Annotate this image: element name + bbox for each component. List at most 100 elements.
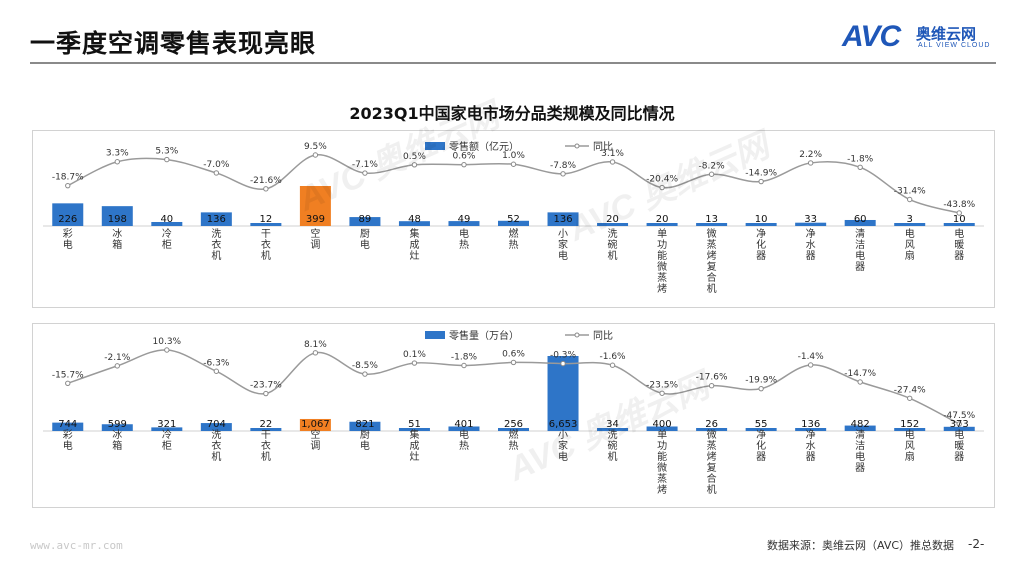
avc-logo: AVC 奥维云网 ALL VIEW CLOUD [842,22,1002,54]
yoy-label: -17.6% [696,373,728,383]
legend-label-line: 同比 [593,330,613,342]
logo-cn-text: 奥维云网 [916,25,977,43]
yoy-point [510,161,517,167]
bar-value-label: 89 [359,214,372,225]
yoy-label: 3.3% [106,149,129,159]
yoy-label: -7.8% [550,161,577,171]
bar [498,220,529,226]
yoy-label: 0.6% [502,349,525,359]
yoy-label: -7.0% [203,160,230,170]
bar [101,206,133,226]
yoy-label: -21.6% [250,176,282,186]
bar [745,428,777,431]
yoy-point [411,162,418,168]
yoy-label: -0.3% [550,351,577,361]
footer-url: www.avc-mr.com [30,539,123,552]
bar-value-label: 599 [108,419,127,430]
bar [349,421,381,431]
bar [498,428,529,431]
yoy-point [65,182,71,189]
legend: 零售额（亿元） 同比 [425,140,613,153]
category-label: 干衣机 [261,229,271,262]
yoy-label: -19.9% [745,376,777,386]
yoy-label: -2.1% [104,353,131,363]
bar [151,221,183,226]
chart-panel-retail-volume: 零售量（万台） 同比 -15.7% -2.1% 10.3% -6.3% -23.7% 8.1%… [32,323,995,508]
bar-value-label: 33 [804,214,817,225]
yoy-point [609,362,616,368]
bar [200,423,232,431]
yoy-point [857,164,863,170]
yoy-point [907,196,913,203]
page-title: 一季度空调零售表现亮眼 [30,29,317,58]
yoy-label: 10.3% [153,337,182,347]
category-label: 清洁电器 [855,227,865,273]
category-label: 洗碗机 [608,429,618,463]
yoy-label: 0.5% [403,152,426,162]
category-label: 空调 [310,227,320,251]
yoy-point [114,363,120,369]
bar-value-label: 6,653 [549,419,578,430]
bar [398,221,430,226]
yoy-point [312,152,319,158]
bar-value-label: 51 [408,419,421,430]
category-label: 电暖器 [954,227,964,262]
yoy-label: -23.7% [250,381,282,391]
category-label: 彩电 [63,429,73,452]
bar-value-label: 321 [157,419,176,430]
bar-value-label: 3 [907,214,913,225]
yoy-label: 1.0% [502,151,525,161]
yoy-point [411,360,418,366]
bar [745,223,777,226]
bar [52,422,84,431]
yoy-label: -1.8% [451,352,478,362]
category-label: 小家电 [558,429,568,463]
bar-value-label: 136 [553,214,572,225]
bar-value-label: 22 [260,419,273,430]
bar-value-label: 49 [458,214,471,225]
category-label: 净化器 [756,428,766,463]
category-label: 冷柜 [162,227,172,251]
bar [646,223,678,226]
category-label: 电热 [459,227,469,251]
bar [448,426,480,431]
yoy-point [263,390,269,397]
legend-swatch-bar [425,142,445,150]
category-label: 冰箱 [112,428,122,452]
legend-label-bar: 零售额（亿元） [449,140,519,153]
yoy-label: -1.4% [798,352,825,362]
yoy-label: 5.3% [155,147,178,157]
bar-value-label: 256 [504,419,523,430]
legend-swatch-marker [574,143,580,149]
bar [299,186,331,226]
yoy-label: -1.8% [847,154,874,164]
yoy-point [758,385,764,392]
category-label: 电热 [459,428,469,452]
yoy-label: -1.6% [599,352,626,362]
yoy-point [708,171,715,177]
title-divider [30,62,996,64]
category-label: 冰箱 [112,227,122,251]
yoy-point [164,156,170,163]
category-label: 微蒸烤复合机 [707,428,717,496]
category-label: 电暖器 [954,428,964,463]
bar-value-label: 821 [355,419,374,430]
yoy-point [907,395,913,401]
yoy-label: 3.1% [601,149,624,159]
yoy-point [758,178,764,185]
yoy-point [362,371,368,377]
category-label: 冷柜 [162,428,172,452]
bar-value-label: 10 [953,214,966,225]
bar-value-label: 744 [58,419,77,430]
yoy-point [213,170,220,176]
category-label: 洗衣机 [211,429,221,463]
bar-value-label: 20 [606,214,619,225]
bar-value-label: 20 [656,214,669,225]
bar-value-label: 60 [854,214,867,225]
yoy-label: 8.1% [304,340,327,350]
legend-swatch-marker [574,332,580,338]
bar [547,356,579,431]
category-label: 电风扇 [905,227,915,262]
yoy-point [510,359,517,366]
bar [250,428,282,431]
